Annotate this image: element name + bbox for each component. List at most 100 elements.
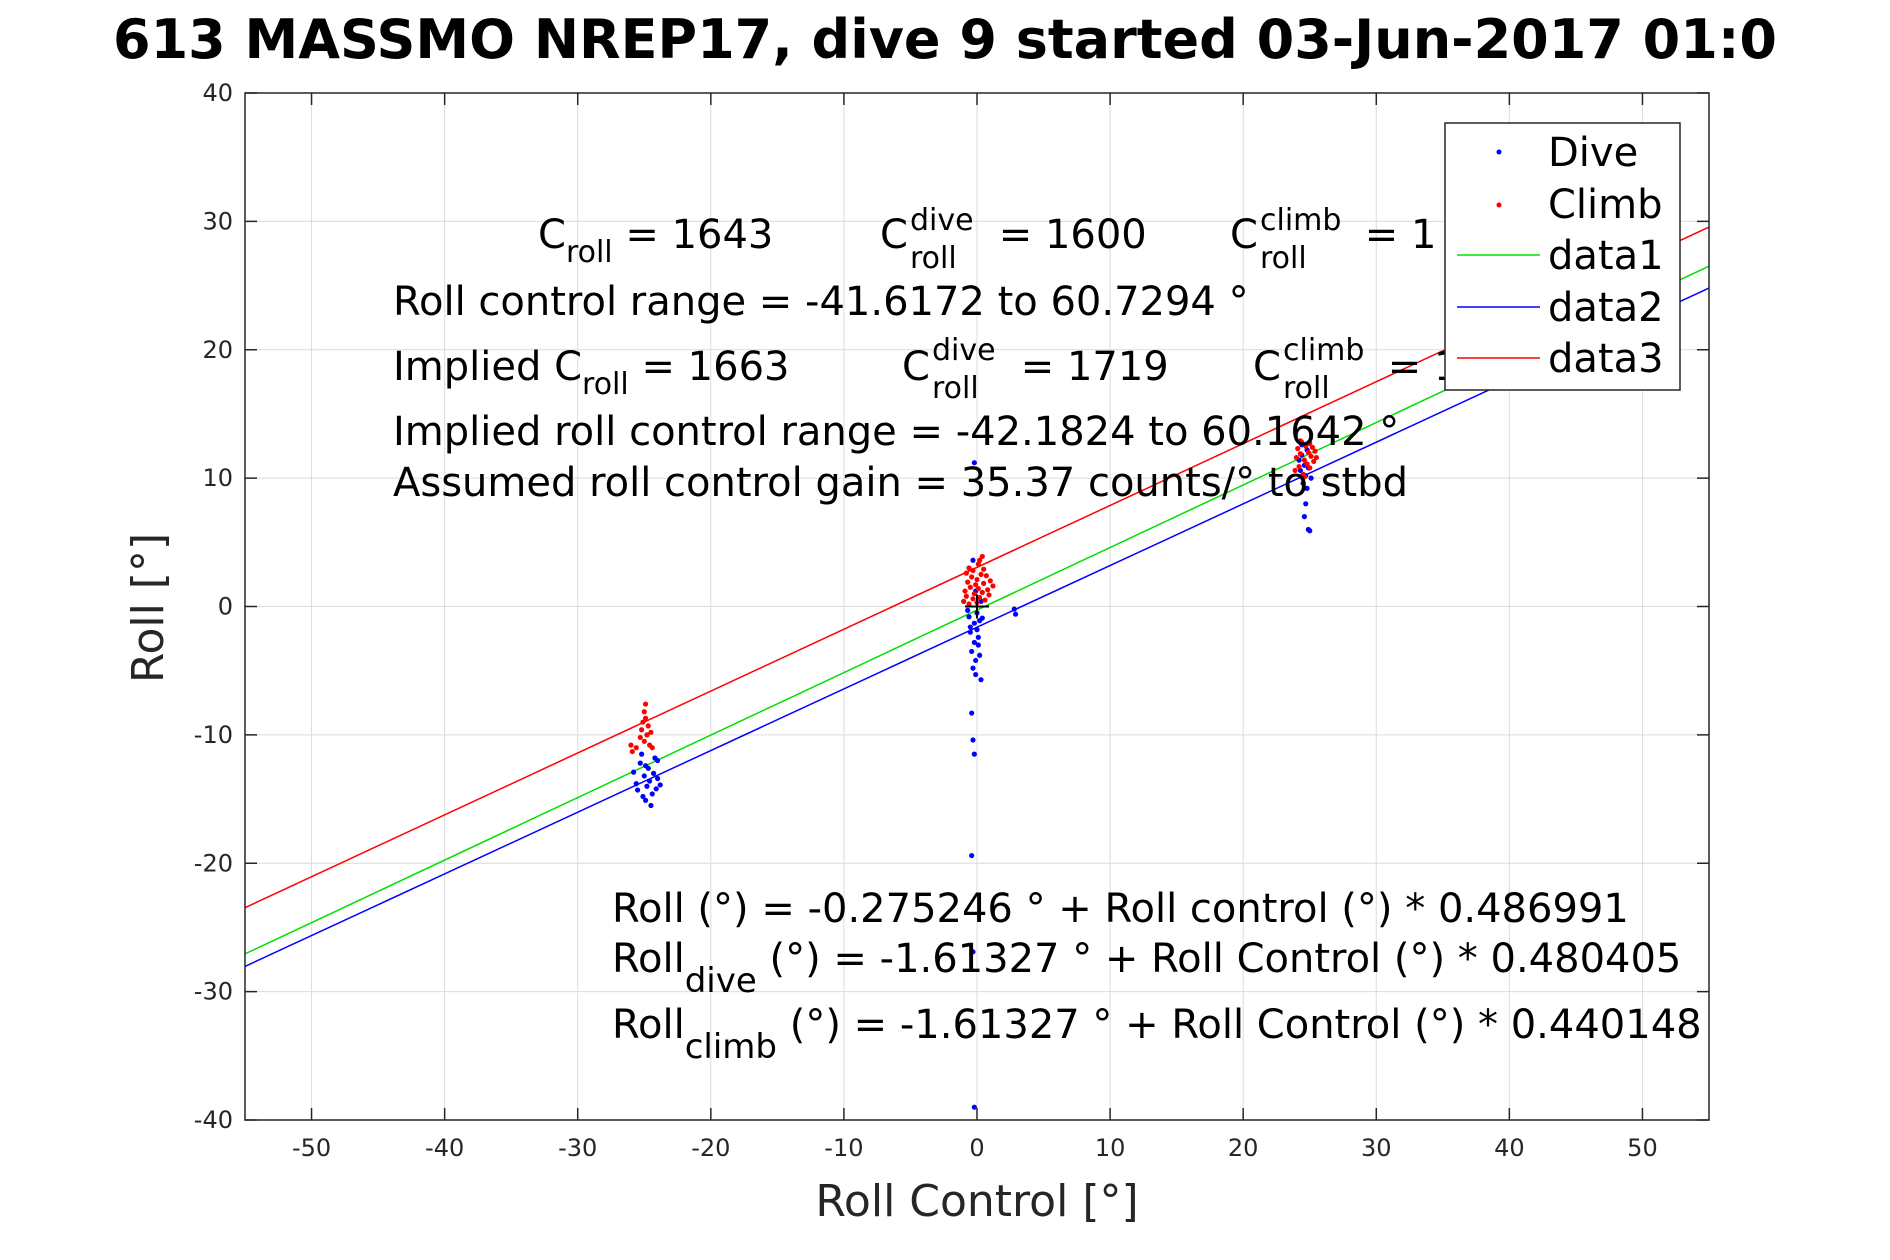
point-climb xyxy=(966,565,972,571)
point-climb xyxy=(1313,454,1319,461)
point-dive xyxy=(650,770,657,776)
point-climb xyxy=(986,592,992,598)
point-climb xyxy=(962,588,968,594)
point-climb xyxy=(967,584,973,590)
y-tick-label: -30 xyxy=(194,978,233,1006)
point-climb xyxy=(1304,461,1310,467)
point-dive xyxy=(969,648,975,655)
legend-marker-climb xyxy=(1496,202,1502,208)
y-tick-label: 10 xyxy=(202,464,233,492)
point-dive xyxy=(639,751,645,757)
x-tick-label: 10 xyxy=(1095,1134,1126,1162)
chart-title: 613 MASSMO NREP17, dive 9 started 03-Jun… xyxy=(113,8,1777,71)
x-tick-label: -40 xyxy=(425,1134,464,1162)
point-climb xyxy=(629,748,635,755)
legend-label-data2: data2 xyxy=(1548,285,1664,331)
point-dive xyxy=(975,634,981,640)
point-climb xyxy=(966,601,972,607)
annotation-c-roll-climb: Cclimb roll = 1 xyxy=(1230,203,1436,276)
x-tick-label: -10 xyxy=(824,1134,863,1162)
legend-marker-dive xyxy=(1496,149,1502,155)
point-dive xyxy=(654,757,661,764)
point-dive xyxy=(970,949,976,955)
origin-marker xyxy=(965,594,989,619)
x-tick-label: -30 xyxy=(558,1134,597,1162)
point-dive xyxy=(978,677,984,683)
point-climb xyxy=(985,587,991,593)
x-tick-label: 0 xyxy=(969,1134,984,1162)
point-dive xyxy=(641,773,647,779)
y-tick-label: -10 xyxy=(194,721,233,749)
point-climb xyxy=(981,566,987,572)
point-climb xyxy=(987,578,993,584)
point-climb xyxy=(983,573,989,579)
point-climb xyxy=(1307,440,1313,447)
point-climb xyxy=(990,583,996,589)
legend-label-dive: Dive xyxy=(1548,130,1638,176)
x-tick-label: 50 xyxy=(1627,1134,1658,1162)
point-dive xyxy=(643,797,649,803)
point-dive xyxy=(971,639,977,646)
point-climb xyxy=(1292,467,1298,474)
x-tick-label: 20 xyxy=(1228,1134,1259,1162)
point-dive xyxy=(977,652,983,658)
y-tick-label: 40 xyxy=(202,79,233,107)
point-dive xyxy=(970,557,976,563)
point-climb xyxy=(643,715,649,721)
point-climb xyxy=(970,596,976,602)
point-climb xyxy=(1296,463,1302,470)
point-dive xyxy=(1308,475,1314,481)
point-dive xyxy=(970,665,976,671)
y-axis-label: Roll [°] xyxy=(123,533,174,683)
x-tick-label: 30 xyxy=(1361,1134,1392,1162)
point-dive xyxy=(1300,480,1306,486)
point-dive xyxy=(1301,514,1308,520)
point-climb xyxy=(644,732,650,738)
point-climb xyxy=(1312,448,1318,454)
point-dive xyxy=(975,642,981,648)
point-climb xyxy=(643,701,649,707)
point-climb xyxy=(1293,454,1300,461)
point-dive xyxy=(646,778,653,784)
point-climb xyxy=(1301,457,1308,463)
point-climb xyxy=(973,582,979,588)
point-climb xyxy=(974,576,980,583)
point-climb xyxy=(970,567,976,574)
point-dive xyxy=(970,737,976,743)
annotation-fit-climb: Rollclimb (°) = -1.61327 ° + Roll Contro… xyxy=(612,1002,1702,1067)
legend: Dive Climb data1 data2 data3 xyxy=(1444,122,1681,391)
point-dive xyxy=(966,614,972,620)
point-dive xyxy=(644,783,650,789)
point-dive xyxy=(974,627,980,633)
point-dive xyxy=(633,781,639,787)
point-climb xyxy=(1305,449,1311,456)
point-climb xyxy=(1303,443,1309,449)
point-dive xyxy=(657,782,663,788)
y-tick-label: 30 xyxy=(202,207,233,235)
point-climb xyxy=(641,709,647,715)
annotation-c-roll: Croll = 1643 xyxy=(538,212,773,270)
point-dive xyxy=(969,710,975,716)
point-dive xyxy=(637,760,643,766)
point-climb xyxy=(961,598,967,604)
axis-ticks: -50 -40 -30 -20 -10 0 10 20 30 40 50 -40 -30 -20 -10 0 1… xyxy=(194,79,1709,1162)
point-dive xyxy=(1011,606,1017,612)
point-climb xyxy=(981,580,987,586)
point-climb xyxy=(1311,458,1317,465)
point-dive xyxy=(971,751,977,757)
annotation-gain: Assumed roll control gain = 35.37 counts… xyxy=(393,460,1408,506)
point-dive xyxy=(1307,528,1313,534)
annotation-fit-dive: Rolldive (°) = -1.61327 ° + Roll Control… xyxy=(612,936,1681,1001)
point-dive xyxy=(635,787,641,793)
annotation-fit-all: Roll (°) = -0.275246 ° + Roll control (°… xyxy=(612,886,1629,932)
point-dive xyxy=(649,791,655,797)
point-dive xyxy=(973,671,979,678)
point-climb xyxy=(975,585,981,592)
x-tick-label: 40 xyxy=(1494,1134,1525,1162)
point-dive xyxy=(971,620,977,626)
point-dive xyxy=(648,802,654,809)
point-climb xyxy=(628,742,634,748)
annotation-implied-c-dive: Cdive roll = 1719 xyxy=(902,333,1169,406)
y-tick-label: 0 xyxy=(218,593,233,621)
